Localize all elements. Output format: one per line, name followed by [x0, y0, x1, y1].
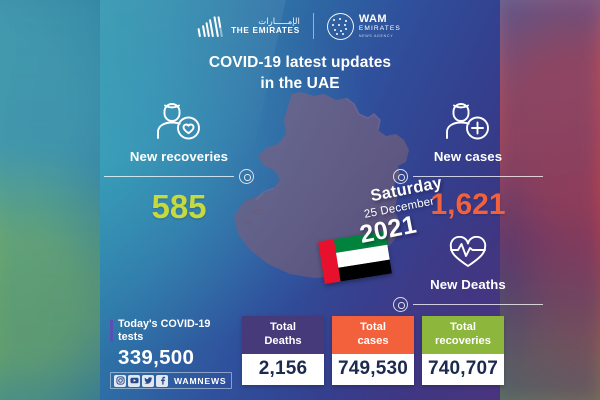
social-handle: WAMNEWS	[174, 375, 227, 386]
wam-logo-sub: EMIRATES	[358, 25, 401, 33]
wam-logo: WAM EMIRATES NEWS AGENCY	[326, 12, 401, 40]
stat-label: New cases	[433, 149, 503, 164]
emirates-logo-english: THE EMIRATES	[231, 26, 300, 36]
wam-dotted-globe-icon	[326, 12, 354, 40]
rule-line	[104, 176, 234, 177]
wam-logo-name: WAM	[358, 12, 387, 25]
emirates-logo-arabic: الإمـــــارات	[258, 15, 300, 26]
card-total-recoveries: Total recoveries 740,707	[422, 316, 504, 386]
stat-label: New recoveries	[129, 149, 229, 164]
page-title-line2: in the UAE	[260, 75, 340, 93]
page-title-line1: COVID-19 latest updates	[208, 54, 392, 71]
stat-new-cases: New cases 1,621	[393, 100, 543, 220]
target-icon	[393, 169, 408, 184]
uae-map-silhouette	[228, 92, 418, 304]
card-label-line2: Deaths	[264, 334, 302, 347]
todays-tests-block: Today's COVID-19 tests 339,500	[110, 318, 235, 370]
tests-accent-bar	[110, 320, 113, 342]
person-plus-icon	[393, 100, 543, 142]
stat-label: New Deaths	[430, 277, 506, 292]
summary-cards: Total Deaths 2,156 Total cases 749,530 T…	[242, 316, 504, 386]
stat-rule	[393, 169, 543, 184]
card-label-line1: Total	[360, 321, 386, 333]
youtube-icon[interactable]	[128, 374, 140, 387]
card-value: 740,707	[422, 354, 504, 386]
stat-value: 585	[151, 188, 207, 225]
tests-label-line2: tests	[118, 331, 144, 344]
person-heart-icon	[104, 100, 254, 142]
rule-line	[413, 176, 543, 177]
card-label-line2: cases	[357, 334, 389, 347]
emirates-logo: الإمـــــارات THE EMIRATES	[197, 15, 300, 38]
heart-pulse-icon	[393, 228, 543, 270]
page-title: COVID-19 latest updates in the UAE	[100, 52, 500, 95]
wam-logo-sub2: NEWS AGENCY	[358, 33, 394, 38]
card-header: Total cases	[332, 316, 414, 355]
rule-line	[413, 304, 543, 305]
tests-label: Today's COVID-19 tests	[118, 318, 210, 344]
facebook-icon[interactable]	[156, 374, 168, 387]
target-icon	[239, 169, 254, 184]
backdrop-left-bleed	[0, 0, 100, 400]
social-bar[interactable]: WAMNEWS	[110, 372, 233, 389]
emirates-bars-mark-icon	[197, 15, 225, 38]
card-value: 749,530	[332, 354, 414, 386]
card-label-line1: Total	[450, 321, 476, 333]
stat-value: 1,621	[430, 188, 506, 221]
tests-value: 339,500	[118, 346, 195, 370]
header-logos: الإمـــــارات THE EMIRATES WAM EMIRATES …	[100, 9, 500, 43]
card-label-line1: Total	[270, 321, 296, 333]
card-label-line2: recoveries	[435, 334, 491, 347]
stat-rule	[104, 169, 254, 184]
card-total-cases: Total cases 749,530	[332, 316, 414, 386]
twitter-icon[interactable]	[142, 374, 154, 387]
stat-new-recoveries: New recoveries 585	[104, 100, 254, 223]
card-total-deaths: Total Deaths 2,156	[242, 316, 324, 386]
card-header: Total Deaths	[242, 316, 324, 355]
card-header: Total recoveries	[422, 316, 504, 355]
logo-divider	[312, 13, 314, 39]
tests-label-line1: Today's COVID-19	[118, 318, 211, 330]
target-icon	[393, 297, 408, 312]
card-value: 2,156	[242, 354, 324, 386]
backdrop-right-bleed	[500, 0, 600, 400]
stat-rule	[393, 297, 543, 312]
instagram-icon[interactable]	[114, 374, 126, 387]
